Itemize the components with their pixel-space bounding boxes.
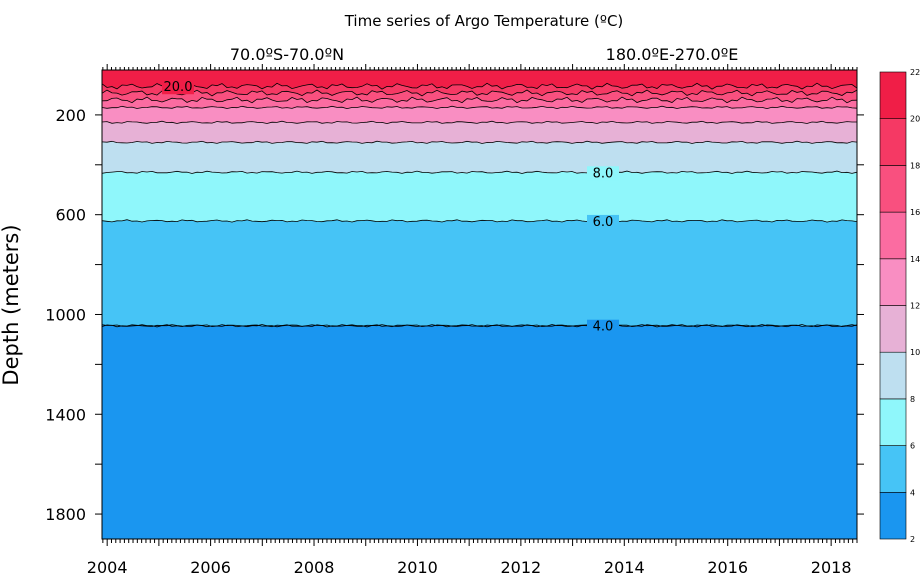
isotherm-20 [101, 82, 858, 90]
y-tick-label: 1000 [45, 305, 86, 324]
temperature-fill-bands [102, 70, 857, 539]
contour-label-bg [587, 319, 619, 334]
y-tick-label: 1400 [45, 405, 86, 424]
colorbar-tick-label: 4 [910, 488, 915, 497]
colorbar-segment-6 [879, 398, 907, 446]
contour-label-bg [587, 214, 619, 229]
isotherm-12 [101, 120, 857, 125]
isotherm-18 [101, 89, 858, 97]
colorbar-tick-label: 22 [910, 68, 920, 77]
band-20-22 [102, 70, 857, 90]
colorbar-segment-2 [879, 491, 907, 540]
colorbar-tick-label: 16 [910, 208, 920, 217]
x-axis-ticks: 2004 2006 2008 2010 2012 2014 2016 2018 [87, 64, 858, 577]
isotherm-10 [101, 140, 858, 144]
colorbar-tick-label: 18 [910, 161, 920, 170]
chart-title: Time series of Argo Temperature (ºC) [344, 12, 624, 30]
isotherm-4 [101, 324, 858, 328]
x-tick-label: 2018 [811, 558, 852, 577]
colorbar-tick-label: 10 [910, 348, 920, 357]
longitude-range-label: 180.0ºE-270.0ºE [606, 45, 739, 64]
colorbar-segment-16 [879, 165, 907, 213]
x-tick-label: 2016 [707, 558, 748, 577]
x-tick-label: 2004 [87, 558, 128, 577]
colorbar-segment-14 [879, 211, 907, 260]
y-axis-ticks: 200 600 1000 1400 1800 [45, 106, 864, 524]
colorbar-segment-20 [879, 71, 907, 120]
colorbar-tick-label: 12 [910, 302, 920, 311]
colorbar-tick-label: 6 [910, 442, 915, 451]
y-tick-label: 600 [55, 206, 86, 225]
y-tick-label: 1800 [45, 505, 86, 524]
colorbar-tick-label: 8 [910, 395, 915, 404]
contour-label-bg [587, 166, 619, 181]
y-axis-label: Depth (meters) [0, 224, 23, 385]
y-tick-label: 200 [55, 106, 86, 125]
latitude-range-label: 70.0ºS-70.0ºN [230, 45, 344, 64]
contour-label-8: 8.0 [593, 166, 614, 181]
isotherm-8 [101, 170, 858, 174]
x-tick-label: 2014 [604, 558, 645, 577]
plot-frame [101, 69, 858, 540]
colorbar-tick-label: 14 [910, 255, 920, 264]
isotherm-6 [101, 219, 858, 223]
contour-label-20: 20.0 [164, 80, 193, 95]
x-tick-label: 2010 [397, 558, 438, 577]
colorbar-segment-4 [879, 445, 907, 493]
contour-label-4: 4.0 [593, 320, 614, 335]
isotherm-4 [101, 324, 858, 328]
contour-label-bg [162, 80, 194, 95]
colorbar-segment-8 [879, 351, 907, 400]
isotherm-16 [101, 96, 858, 104]
colorbar-tick-label: 2 [910, 535, 915, 544]
x-tick-label: 2006 [190, 558, 231, 577]
contour-label-6: 6.0 [593, 215, 614, 230]
contour-labels: 20.0 8.0 6.0 4.0 [162, 80, 619, 335]
colorbar-segment-18 [879, 118, 907, 166]
x-tick-label: 2008 [294, 558, 335, 577]
colorbar-segment-10 [879, 305, 907, 353]
colorbar: 2 4 6 8 10 12 14 16 18 20 22 [879, 68, 920, 544]
colorbar-segment-12 [879, 258, 907, 306]
isotherm-lines [101, 82, 858, 328]
colorbar-tick-label: 20 [910, 115, 920, 124]
isotherm-14 [101, 105, 858, 110]
x-tick-label: 2012 [501, 558, 542, 577]
